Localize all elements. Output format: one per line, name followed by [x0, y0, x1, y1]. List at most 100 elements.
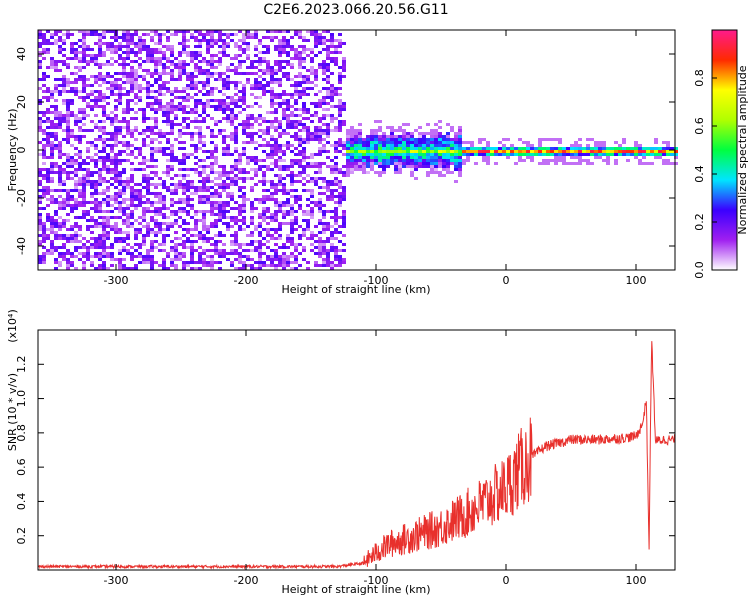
spectrogram-cell	[194, 30, 198, 33]
spectrogram-cell	[58, 60, 62, 63]
spectrogram-cell	[258, 81, 262, 84]
spectrogram-cell	[38, 141, 42, 144]
spectrogram-cell	[282, 183, 286, 186]
spectrogram-cell	[242, 129, 246, 132]
spectrogram-cell	[218, 216, 222, 219]
spectrogram-cell	[206, 231, 210, 234]
spectrogram-cell	[298, 195, 302, 198]
spectrogram-cell	[142, 120, 146, 123]
spectrogram-cell	[338, 225, 342, 228]
spectrogram-cell	[42, 156, 46, 159]
spectrogram-cell	[274, 48, 278, 51]
spectrogram-cell	[174, 210, 178, 213]
spectrogram-cell	[202, 57, 206, 60]
spectrogram-cell	[138, 222, 142, 225]
spectrogram-cell	[42, 207, 46, 210]
spectrogram-cell	[58, 39, 62, 42]
spectrogram-cell	[86, 210, 90, 213]
spectrogram-cell	[82, 90, 86, 93]
spectrogram-cell	[202, 237, 206, 240]
spectrogram-cell	[558, 150, 562, 153]
spectrogram-cell	[158, 228, 162, 231]
spectrogram-cell	[82, 123, 86, 126]
spectrogram-cell	[574, 144, 578, 147]
spectrogram-cell	[102, 165, 106, 168]
spectrogram-cell	[158, 150, 162, 153]
spectrogram-cell	[338, 75, 342, 78]
spectrogram-cell	[54, 237, 58, 240]
spectrogram-cell	[106, 42, 110, 45]
spectrogram-cell	[166, 90, 170, 93]
spectrogram-cell	[66, 204, 70, 207]
spectrogram-cell	[278, 201, 282, 204]
spectrogram-cell	[282, 258, 286, 261]
spectrogram-cell	[134, 78, 138, 81]
spectrogram-cell	[82, 129, 86, 132]
spectrogram-cell	[442, 168, 446, 171]
spectrogram-cell	[626, 147, 630, 150]
spectrogram-cell	[214, 78, 218, 81]
spectrogram-cell	[302, 249, 306, 252]
spectrogram-cell	[94, 42, 98, 45]
spectrogram-cell	[434, 156, 438, 159]
spectrogram-cell	[102, 33, 106, 36]
spectrogram-cell	[74, 66, 78, 69]
spectrogram-cell	[222, 45, 226, 48]
spectrogram-cell	[198, 171, 202, 174]
spectrogram-cell	[242, 153, 246, 156]
spectrogram-cell	[302, 87, 306, 90]
spectrogram-cell	[130, 195, 134, 198]
spectrogram-cell	[274, 264, 278, 267]
spectrogram-cell	[238, 72, 242, 75]
spectrogram-cell	[182, 252, 186, 255]
spectrogram-cell	[226, 114, 230, 117]
spectrogram-cell	[330, 84, 334, 87]
spectrogram-cell	[178, 210, 182, 213]
spectrogram-cell	[290, 177, 294, 180]
spectrogram-cell	[50, 93, 54, 96]
spectrogram-cell	[142, 111, 146, 114]
spectrogram-cell	[334, 147, 338, 150]
spectrogram-cell	[202, 36, 206, 39]
spectrogram-cell	[170, 240, 174, 243]
spectrogram-cell	[222, 48, 226, 51]
spectrogram-cell	[578, 156, 582, 159]
spectrogram-cell	[214, 249, 218, 252]
spectrogram-cell	[206, 255, 210, 258]
spectrogram-cell	[158, 213, 162, 216]
spectrogram-cell	[86, 162, 90, 165]
spectrogram-cell	[210, 156, 214, 159]
spectrogram-cell	[46, 174, 50, 177]
spectrogram-cell	[334, 183, 338, 186]
spectrogram-cell	[258, 63, 262, 66]
spectrogram-cell	[182, 90, 186, 93]
spectrogram-cell	[338, 102, 342, 105]
spectrogram-cell	[210, 195, 214, 198]
spectrogram-cell	[134, 147, 138, 150]
spectrogram-cell	[214, 189, 218, 192]
spectrogram-cell	[154, 78, 158, 81]
spectrogram-cell	[322, 132, 326, 135]
spectrogram-cell	[314, 171, 318, 174]
spectrogram-cell	[186, 126, 190, 129]
spectrogram-cell	[454, 168, 458, 171]
spectrogram-cell	[50, 156, 54, 159]
spectrogram-cell	[90, 90, 94, 93]
spectrogram-cell	[318, 132, 322, 135]
spectrogram-cell	[558, 159, 562, 162]
spectrogram-cell	[98, 66, 102, 69]
spectrogram-cell	[218, 102, 222, 105]
y-tick-label: 1.0	[15, 390, 28, 408]
spectrogram-cell	[142, 180, 146, 183]
spectrogram-cell	[358, 162, 362, 165]
spectrogram-cell	[410, 171, 414, 174]
spectrogram-cell	[414, 165, 418, 168]
spectrogram-cell	[138, 189, 142, 192]
spectrogram-cell	[118, 102, 122, 105]
spectrogram-cell	[158, 51, 162, 54]
spectrogram-cell	[110, 81, 114, 84]
spectrogram-cell	[282, 255, 286, 258]
spectrogram-cell	[106, 63, 110, 66]
spectrogram-cell	[86, 114, 90, 117]
spectrogram-cell	[166, 36, 170, 39]
